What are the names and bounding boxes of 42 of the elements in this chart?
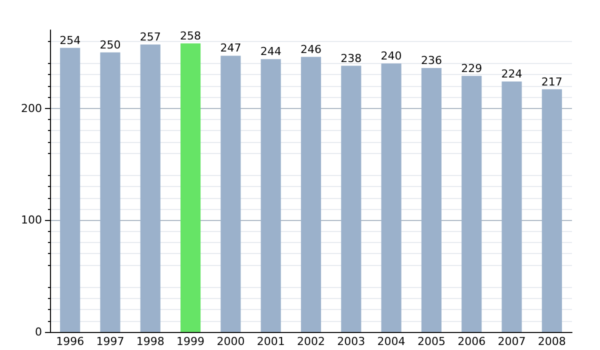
data-label: 229 bbox=[461, 62, 482, 75]
data-label: 254 bbox=[60, 34, 81, 47]
x-tick-label: 2001 bbox=[256, 335, 285, 348]
bar bbox=[300, 56, 322, 332]
x-tick-label: 2004 bbox=[377, 335, 406, 348]
x-tick-label: 2007 bbox=[498, 335, 526, 348]
data-label: 236 bbox=[420, 54, 442, 68]
bar bbox=[60, 48, 80, 332]
x-tick-label: 1999 bbox=[176, 335, 205, 348]
x-tick-label: 2008 bbox=[538, 335, 566, 348]
bar bbox=[260, 59, 281, 332]
bar bbox=[341, 66, 362, 332]
bar bbox=[100, 52, 120, 332]
x-tick-label: 2000 bbox=[216, 335, 245, 348]
bar bbox=[462, 76, 482, 332]
data-label: 250 bbox=[100, 38, 121, 52]
data-label: 246 bbox=[300, 42, 322, 56]
bar bbox=[421, 68, 442, 332]
x-tick-label: 2006 bbox=[458, 335, 486, 348]
bar bbox=[542, 89, 562, 332]
y-tick-label: 100 bbox=[21, 214, 42, 227]
x-tick-label: 2003 bbox=[337, 335, 366, 348]
data-label: 247 bbox=[220, 42, 242, 55]
x-tick-label: 2005 bbox=[417, 335, 446, 348]
bar bbox=[220, 56, 241, 332]
y-tick-label: 200 bbox=[21, 102, 42, 115]
x-tick-label: 1998 bbox=[136, 335, 164, 348]
data-label: 240 bbox=[380, 50, 402, 63]
y-tick-label: 0 bbox=[35, 326, 42, 338]
bar bbox=[140, 44, 160, 332]
bar bbox=[502, 81, 522, 332]
x-tick-label: 2002 bbox=[297, 335, 325, 348]
data-label: 238 bbox=[340, 52, 362, 65]
data-label: 244 bbox=[260, 45, 282, 58]
bar bbox=[180, 43, 201, 332]
data-label: 224 bbox=[501, 67, 522, 80]
x-tick-label: 1996 bbox=[56, 335, 84, 348]
x-tick-label: 1997 bbox=[96, 335, 124, 348]
data-label: 217 bbox=[541, 75, 562, 88]
bar bbox=[381, 64, 402, 332]
data-label: 257 bbox=[140, 30, 161, 44]
data-label: 258 bbox=[180, 29, 202, 42]
